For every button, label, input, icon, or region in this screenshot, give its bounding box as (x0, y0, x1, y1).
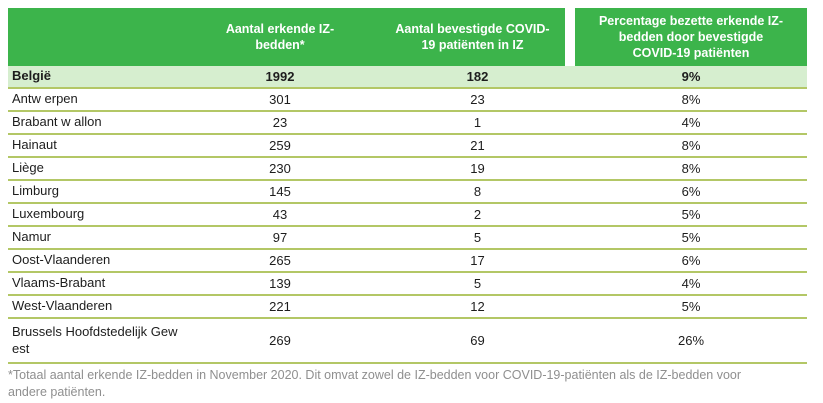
patients-cell: 23 (470, 92, 485, 107)
percentage-cell: 6% (681, 253, 701, 268)
region-cell: Antw erpen (12, 91, 78, 107)
table-row: Brabant w allon 23 1 4% (8, 112, 807, 135)
patients-cell: 19 (470, 161, 485, 176)
beds-cell: 221 (269, 299, 291, 314)
beds-cell: 145 (269, 184, 291, 199)
patients-cell: 1 (473, 115, 482, 130)
header-cell-beds: Aantal erkende IZ- bedden* (180, 8, 380, 66)
beds-cell: 230 (269, 161, 291, 176)
table-row: Brussels Hoofdstedelijk Gew est 269 69 2… (8, 319, 807, 364)
region-cell: West-Vlaanderen (12, 298, 113, 314)
percentage-cell: 8% (681, 92, 701, 107)
table-row: Antw erpen 301 23 8% (8, 89, 807, 112)
header-column-gap (565, 8, 575, 66)
percentage-cell: 6% (681, 184, 701, 199)
total-region-label: België (12, 68, 52, 84)
table-row: Liège 230 19 8% (8, 158, 807, 181)
beds-cell: 269 (269, 333, 291, 348)
region-cell: Limburg (12, 183, 59, 199)
table-row: Vlaams-Brabant 139 5 4% (8, 273, 807, 296)
table-header-row: Aantal erkende IZ- bedden* Aantal bevest… (8, 8, 807, 66)
patients-cell: 21 (470, 138, 485, 153)
beds-cell: 259 (269, 138, 291, 153)
region-cell: Hainaut (12, 137, 57, 153)
header-cell-patients: Aantal bevestigde COVID- 19 patiënten in… (380, 8, 565, 66)
total-beds-value: 1992 (265, 69, 295, 84)
percentage-cell: 26% (677, 333, 705, 348)
table-body: Antw erpen 301 23 8% Brabant w allon 23 … (8, 89, 807, 364)
header-cell-region (8, 8, 180, 66)
beds-cell: 43 (272, 207, 288, 222)
beds-cell: 265 (269, 253, 291, 268)
table-row: Hainaut 259 21 8% (8, 135, 807, 158)
table-total-row: België 1992 182 9% (8, 66, 807, 89)
table-row: West-Vlaanderen 221 12 5% (8, 296, 807, 319)
beds-cell: 139 (269, 276, 291, 291)
patients-cell: 8 (473, 184, 482, 199)
beds-cell: 301 (269, 92, 291, 107)
table-row: Luxembourg 43 2 5% (8, 204, 807, 227)
percentage-cell: 4% (681, 115, 701, 130)
patients-cell: 69 (470, 333, 485, 348)
region-cell: Liège (12, 160, 44, 176)
table-row: Limburg 145 8 6% (8, 181, 807, 204)
region-cell: Oost-Vlaanderen (12, 252, 111, 268)
region-cell: Namur (12, 229, 52, 245)
percentage-cell: 8% (681, 138, 701, 153)
percentage-cell: 4% (681, 276, 701, 291)
table-footnote: *Totaal aantal erkende IZ-bedden in Nove… (8, 368, 742, 399)
patients-cell: 2 (473, 207, 482, 222)
region-cell: Brussels Hoofdstedelijk Gew est (12, 324, 178, 356)
total-patients-value: 182 (466, 69, 489, 84)
total-percentage-value: 9% (681, 69, 701, 84)
table-row: Oost-Vlaanderen 265 17 6% (8, 250, 807, 273)
table-row: Namur 97 5 5% (8, 227, 807, 250)
region-cell: Vlaams-Brabant (12, 275, 106, 291)
percentage-cell: 5% (681, 299, 701, 314)
percentage-cell: 5% (681, 207, 701, 222)
patients-cell: 17 (470, 253, 485, 268)
patients-cell: 12 (470, 299, 485, 314)
patients-cell: 5 (473, 276, 482, 291)
icu-beds-table: Aantal erkende IZ- bedden* Aantal bevest… (8, 8, 807, 364)
beds-cell: 97 (272, 230, 288, 245)
beds-cell: 23 (272, 115, 288, 130)
header-cell-percentage: Percentage bezette erkende IZ- bedden do… (575, 8, 807, 66)
percentage-cell: 5% (681, 230, 701, 245)
region-cell: Brabant w allon (12, 114, 102, 130)
patients-cell: 5 (473, 230, 482, 245)
percentage-cell: 8% (681, 161, 701, 176)
region-cell: Luxembourg (12, 206, 85, 222)
